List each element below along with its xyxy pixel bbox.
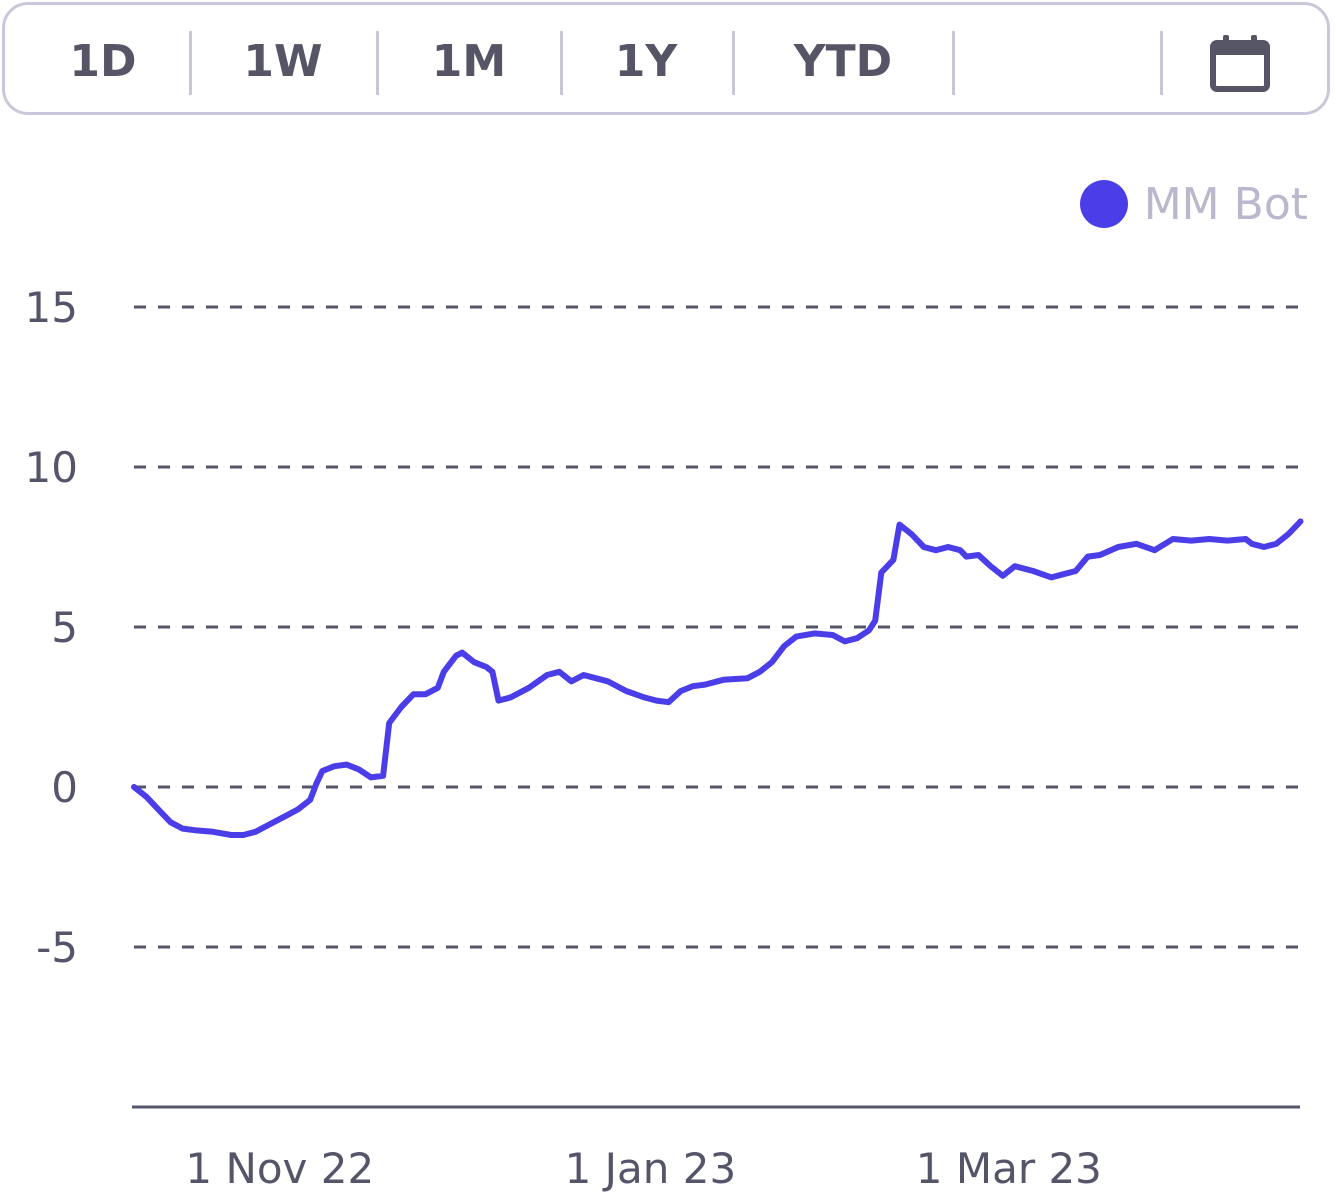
range-separator bbox=[189, 31, 192, 95]
series-line-mm-bot bbox=[131, 518, 1304, 838]
range-button-1d[interactable]: 1D bbox=[69, 36, 137, 87]
range-selector: 1D 1W 1M 1Y YTD bbox=[2, 2, 1330, 115]
range-button-1m[interactable]: 1M bbox=[431, 36, 507, 87]
range-button-1y[interactable]: 1Y bbox=[614, 36, 678, 87]
chart-legend: MM Bot bbox=[1079, 176, 1308, 232]
range-separator bbox=[560, 31, 563, 95]
y-tick-label: -5 bbox=[36, 923, 78, 972]
legend-label: MM Bot bbox=[1143, 178, 1308, 230]
legend-marker bbox=[1079, 180, 1128, 228]
calendar-icon[interactable] bbox=[1207, 33, 1273, 95]
range-button-ytd[interactable]: YTD bbox=[793, 36, 893, 87]
x-tick-label: 1 Mar 23 bbox=[916, 1144, 1102, 1193]
y-tick-label: 15 bbox=[25, 283, 78, 332]
y-tick-label: 5 bbox=[51, 603, 78, 652]
y-tick-label: 0 bbox=[51, 763, 78, 812]
range-separator bbox=[732, 31, 735, 95]
range-separator bbox=[376, 31, 379, 95]
range-separator bbox=[1160, 31, 1163, 95]
range-separator bbox=[952, 31, 955, 95]
range-button-1w[interactable]: 1W bbox=[243, 36, 323, 87]
y-tick-label: 10 bbox=[25, 443, 78, 492]
x-tick-label: 1 Nov 22 bbox=[185, 1144, 374, 1193]
x-tick-label: 1 Jan 23 bbox=[565, 1144, 737, 1193]
